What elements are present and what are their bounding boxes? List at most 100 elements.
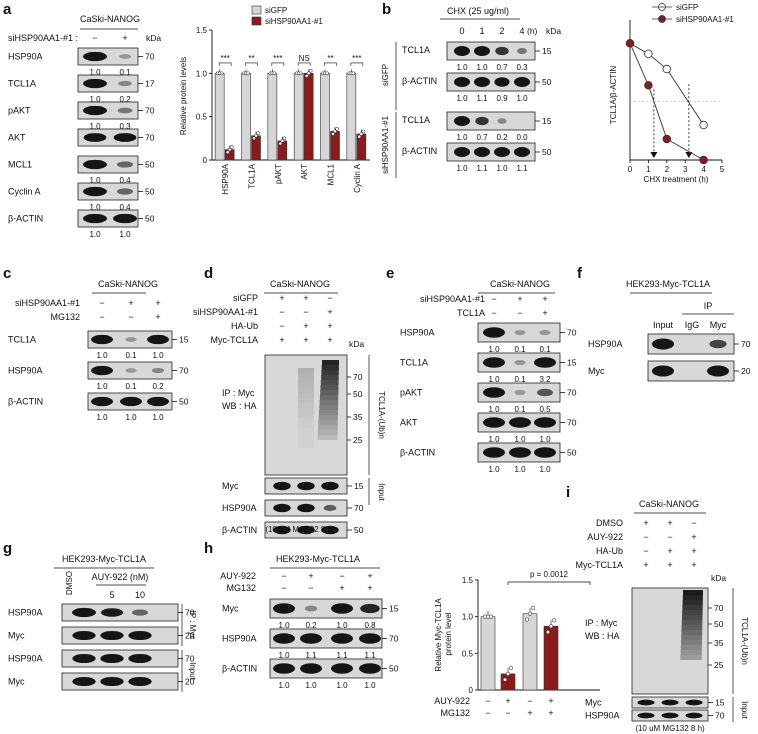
b-header: CHX (25 ug/ml) (447, 6, 509, 16)
i-ip-label: IP : Myc (585, 618, 618, 628)
c-band (151, 367, 165, 374)
a-kda: 50 (145, 160, 155, 170)
i-blot-label: Myc (585, 698, 602, 708)
c-kda: 15 (179, 335, 189, 345)
panel-d-letter: d (204, 265, 213, 282)
g-header: HEK293-Myc-TCL1A (62, 554, 146, 564)
d-smear-slice (298, 413, 314, 418)
h-band (273, 663, 295, 674)
g-band (72, 607, 96, 618)
h-bar-row-sign: + (548, 708, 553, 718)
d-band (273, 481, 291, 491)
d-smear-slice (298, 373, 314, 378)
d-ubn-label: TCL1A-(Ub)n (377, 391, 386, 439)
h-bar-row-sign: − (527, 696, 532, 706)
d-smear-slice (319, 405, 339, 410)
i-smear-slice (682, 595, 703, 600)
a-bar (320, 73, 330, 161)
e-blot-label: HSP90A (400, 328, 435, 338)
h-band (359, 633, 381, 644)
e-quant: 0.1 (514, 375, 526, 384)
e-quant: 1.0 (514, 435, 526, 444)
b-time: 0 (459, 26, 464, 36)
a-band (116, 161, 134, 168)
b-band (475, 116, 489, 126)
c-blot-label: TCL1A (8, 335, 36, 345)
a-xtick: AKT (300, 164, 309, 180)
e-row-sign: + (517, 294, 522, 304)
f-blot-stack: HSP90A 70 Myc 20 (588, 333, 751, 382)
e-band (514, 329, 526, 336)
h-ytick: 0 (469, 686, 474, 695)
d-band (323, 504, 337, 512)
a-dot (351, 71, 356, 76)
d-row-sign: − (279, 307, 284, 317)
a-blot-label: TCL1A (8, 79, 36, 89)
a-bar (241, 73, 251, 161)
c-quant: 1.0 (96, 382, 108, 391)
e-quant: 1.0 (488, 375, 500, 384)
f-blot-label: HSP90A (588, 339, 623, 349)
i-band (661, 699, 679, 706)
b-band (494, 147, 510, 157)
c-band (125, 337, 137, 342)
a-xtick: Cyclin A (353, 163, 362, 193)
a-ytick: 0 (203, 156, 208, 165)
h-bar-row-sign: + (548, 696, 553, 706)
i-mg132-note: (10 uM MG132 8 h) (635, 724, 705, 733)
a-blot-stack: HSP90A 1.0 0.1 70 TCL1A 1.0 0.2 17 pAKT 1.0 0.3 70 A… (8, 47, 155, 239)
h-ytick: 1.0 (462, 613, 474, 622)
d-band (273, 525, 291, 535)
a-dot (331, 132, 335, 136)
g-blot-stack: HSP90A 70 Myc 20 HSP90A 70 Myc 20 (8, 603, 195, 691)
c-quant: 1.0 (152, 351, 164, 360)
a-quant: 0.2 (119, 95, 131, 104)
a-sig: NS (299, 54, 310, 63)
g-lane1-label: DMSO (65, 571, 74, 595)
d-smear-slice (298, 378, 314, 383)
b-quant: 0.9 (496, 94, 508, 103)
e-row-sign: + (542, 294, 547, 304)
e-quant: 1.0 (514, 465, 526, 474)
b-band (454, 46, 470, 56)
a-dot (252, 136, 256, 141)
g-blot-label: Myc (8, 631, 25, 641)
c-row-sign: + (155, 298, 160, 308)
h-row-sign: + (308, 571, 313, 581)
e-band (539, 329, 551, 336)
a-kda: 70 (145, 133, 155, 143)
b-band (497, 118, 507, 124)
e-band (483, 387, 505, 398)
a-dot (306, 71, 311, 76)
b-series-line (629, 43, 704, 161)
a-band (118, 80, 132, 87)
i-smear-slice (680, 650, 702, 655)
a-kda: 17 (145, 79, 155, 89)
h-blot-label: HSP90A (222, 634, 257, 644)
g-blot-label: Myc (8, 677, 25, 687)
d-smear-slice (320, 385, 339, 390)
d-ip-label: IP : Myc (222, 388, 255, 398)
i-row-sign: + (643, 560, 648, 570)
i-row-sign: − (667, 532, 672, 542)
d-row-label: siGFP (233, 293, 258, 303)
b-point (644, 81, 653, 90)
d-row-sign: + (303, 321, 308, 331)
a-quant: 0.3 (119, 122, 131, 131)
h-quant: 1.0 (305, 681, 317, 690)
f-kda: 70 (741, 339, 751, 349)
e-blot-label: pAKT (400, 388, 423, 398)
a-band (83, 213, 107, 224)
a-bar (303, 73, 314, 161)
h-band (304, 605, 318, 612)
a-blot-label: Cyclin A (8, 187, 41, 197)
b-point (662, 134, 671, 144)
i-row-label: Myc-TCL1A (575, 560, 623, 570)
e-band (514, 359, 526, 366)
d-band (297, 503, 315, 513)
e-quant: 1.0 (488, 435, 500, 444)
i-smear-slice (681, 635, 703, 640)
i-smear-slice (682, 615, 703, 620)
e-band (534, 357, 556, 368)
